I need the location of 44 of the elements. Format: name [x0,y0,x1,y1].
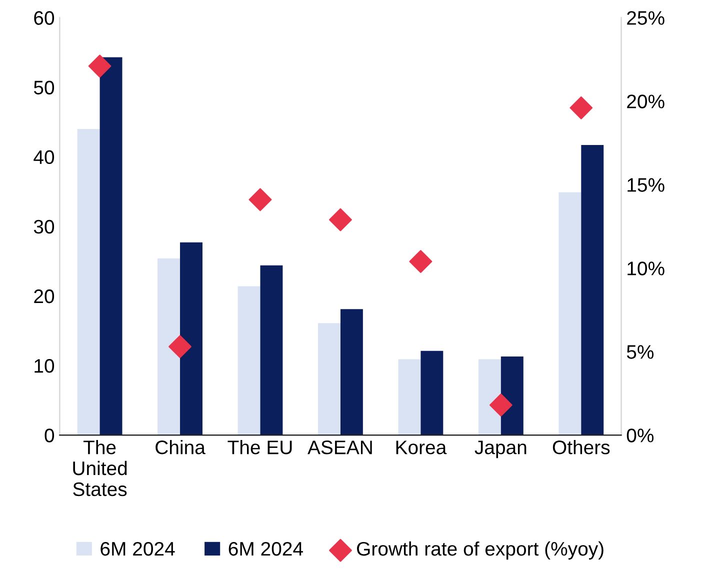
point [329,208,352,232]
y2-tick-label: 5% [626,345,654,359]
point [88,54,112,78]
y-tick-label: 30 [34,220,54,234]
y2-tick-label: 20% [627,94,664,108]
bar [238,286,260,436]
x-tick-label: Others [552,440,610,454]
point [570,96,593,120]
bar [318,323,340,436]
bar [500,356,524,436]
y-tick-label: 10 [34,359,54,373]
point [409,250,432,273]
legend-label: 6M 2024 [228,542,303,556]
x-tick-label: Korea [396,440,447,454]
x-tick-label: The EU [228,440,292,454]
point [248,188,272,212]
bar [340,309,363,436]
y2-tick-label: 0% [626,428,654,442]
legend-label: 6M 2024 [100,542,175,556]
bar [77,128,100,436]
bar [158,258,180,436]
y-tick-label: 40 [34,150,54,164]
bar [420,350,444,436]
x-tick-label: The United States [73,440,127,496]
y2-tick-label: 25% [627,11,664,25]
y2-tick-label: 10% [628,262,664,276]
bar [558,192,582,436]
bar [398,359,421,436]
y-tick-label: 50 [34,80,54,94]
y-tick-label: 0 [44,428,54,442]
bar [478,359,501,436]
legend-label: Growth rate of export (%yoy) [357,541,604,560]
x-tick-label: Japan [474,440,526,458]
bar [180,242,202,436]
point [168,335,192,358]
y-tick-label: 60 [34,11,54,25]
bar [581,144,604,436]
x-tick-label: China [156,440,206,454]
y2-tick-label: 15% [628,178,664,192]
x-tick-label: ASEAN [308,440,372,454]
bar [260,265,283,436]
y-tick-label: 20 [34,289,54,304]
point [489,394,512,417]
bar [100,57,122,436]
